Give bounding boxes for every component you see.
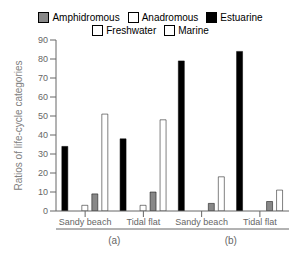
svg-text:60: 60 xyxy=(38,92,48,102)
svg-text:20: 20 xyxy=(38,168,48,178)
html-text:Freshwater: Freshwater xyxy=(106,25,157,36)
svg-text:Tidal flat: Tidal flat xyxy=(243,217,277,227)
svg-text:Sandy beach: Sandy beach xyxy=(175,217,228,227)
svg-text:90: 90 xyxy=(38,35,48,45)
svg-text:Tidal flat: Tidal flat xyxy=(127,217,161,227)
html-text:Marine: Marine xyxy=(178,25,209,36)
svg-text:Sandy beach: Sandy beach xyxy=(59,217,112,227)
svg-text:40: 40 xyxy=(38,130,48,140)
svg-text:(b): (b) xyxy=(225,235,237,246)
svg-text:0: 0 xyxy=(43,206,48,216)
svg-text:30: 30 xyxy=(38,149,48,159)
html-text:Anadromous: Anadromous xyxy=(141,12,199,23)
svg-text:(a): (a) xyxy=(108,235,120,246)
svg-text:70: 70 xyxy=(38,73,48,83)
svg-text:80: 80 xyxy=(38,54,48,64)
svg-text:Ratios of life-cycle categorie: Ratios of life-cycle categories xyxy=(13,60,24,190)
svg-text:10: 10 xyxy=(38,187,48,197)
html-text:Estuarine: Estuarine xyxy=(220,12,263,23)
svg-text:50: 50 xyxy=(38,111,48,121)
html-text:Amphidromous: Amphidromous xyxy=(52,12,120,23)
